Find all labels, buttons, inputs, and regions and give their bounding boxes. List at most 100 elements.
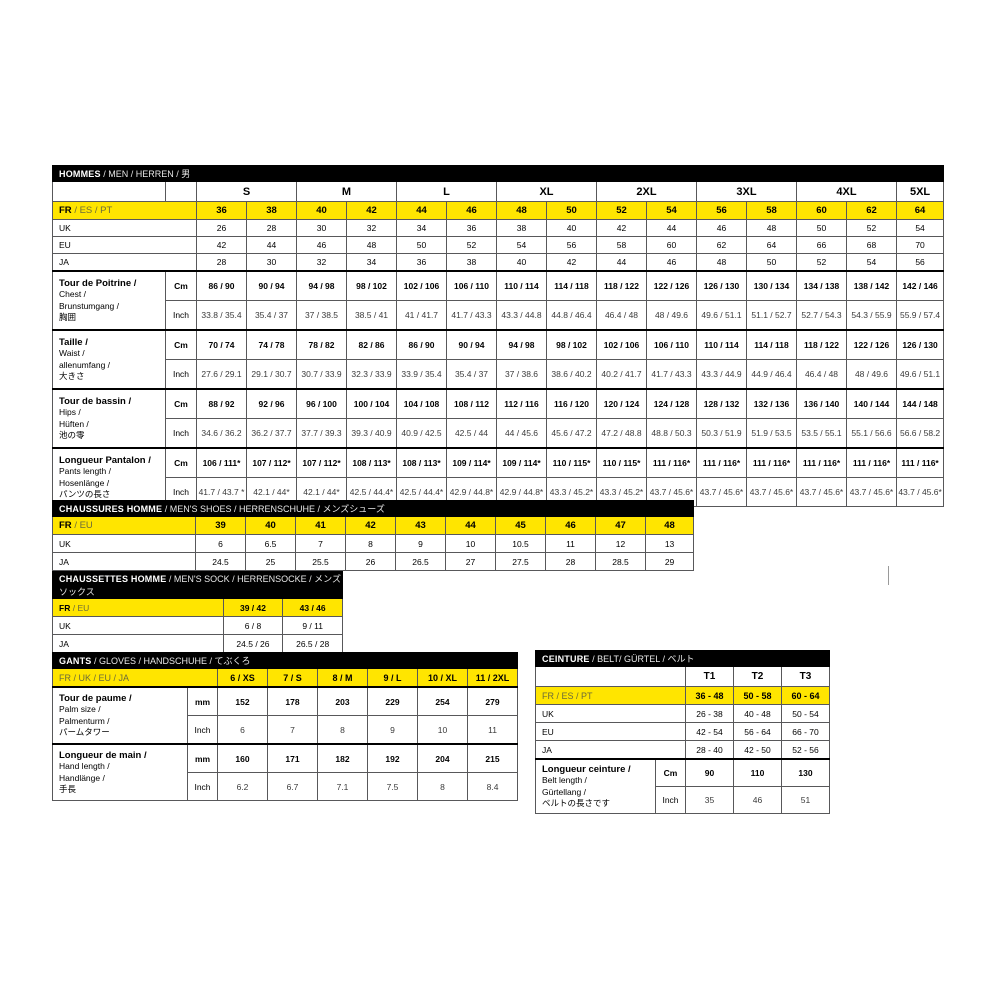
- cell: 45.6 / 47.2: [546, 418, 597, 449]
- belt-measurement-row-inch: Inch 35 46 51: [536, 786, 831, 814]
- cell: 43.7 / 45.6*: [895, 477, 945, 507]
- cell: 44: [646, 219, 697, 237]
- cell: 108 / 113*: [346, 447, 397, 478]
- cell: 26.5: [395, 552, 446, 571]
- cell: 94 / 98: [496, 329, 547, 360]
- cell: 203: [317, 686, 368, 716]
- cell: 9: [367, 715, 418, 745]
- belt-size-table: CEINTURE / BELT/ GÜRTEL / ベルト T1 T2 T3 F…: [534, 650, 831, 814]
- cell: 26: [345, 552, 396, 571]
- cell: 39 / 42: [222, 598, 284, 617]
- cell: 120 / 124: [596, 388, 647, 419]
- unit-inch: Inch: [655, 786, 686, 814]
- cell: 62: [696, 236, 747, 254]
- cell: 27.5: [495, 552, 546, 571]
- cell: 107 / 112*: [296, 447, 347, 478]
- cell: 229: [367, 686, 418, 716]
- cell: 10: [445, 534, 496, 553]
- cell: 58: [746, 201, 797, 220]
- cell: 74 / 78: [246, 329, 297, 360]
- gloves-size-table: GANTS / GLOVES / HANDSCHUHE / てぶくろ FR / …: [51, 652, 519, 801]
- cell: 52: [446, 236, 497, 254]
- unit-cm: Cm: [165, 447, 197, 478]
- cell: 44 / 45.6: [496, 418, 547, 449]
- cell: 43.7 / 45.6*: [696, 477, 747, 507]
- size-group-spacer-unit: [165, 181, 197, 202]
- cell: 9: [395, 534, 446, 553]
- cell: 55.9 / 57.4: [895, 300, 945, 331]
- cell: 38: [246, 201, 297, 220]
- cell: 48.8 / 50.3: [646, 418, 697, 449]
- gloves-measurement-row-mm: Longueur de main / Hand length / Handlänge…: [52, 743, 519, 801]
- cell: 54: [646, 201, 697, 220]
- cell: 32: [296, 253, 347, 272]
- cell: 136 / 140: [796, 388, 847, 419]
- unit-mm: mm: [187, 686, 218, 716]
- unit-inch: Inch: [187, 772, 218, 801]
- belt-row-label-ja: JA: [535, 740, 686, 760]
- cell: 35: [685, 786, 734, 814]
- unit-cm: Cm: [165, 388, 197, 419]
- cell: 36: [396, 253, 447, 272]
- cell: 9 / 11: [282, 616, 343, 635]
- stray-tick-mark: [888, 566, 889, 585]
- measurement-label: Tour de bassin / Hips / Hüften / 池の零: [52, 388, 166, 449]
- cell: 60: [796, 201, 847, 220]
- unit-inch: Inch: [165, 359, 197, 390]
- cell: 124 / 128: [646, 388, 697, 419]
- cell: 27: [445, 552, 496, 571]
- mens-table-header-bar: HOMMES / MEN / HERREN / 男: [51, 165, 945, 182]
- cell: 94 / 98: [296, 270, 347, 301]
- belt-row-label-uk: UK: [535, 704, 686, 723]
- measurement-label: Tour de paume / Palm size / Palmenturm / パー…: [52, 686, 188, 745]
- gloves-header-label: GANTS / GLOVES / HANDSCHUHE / てぶくろ: [51, 652, 519, 669]
- cell: 48: [496, 201, 547, 220]
- cell: 40: [245, 516, 296, 535]
- belt-header-bar: CEINTURE / BELT/ GÜRTEL / ベルト: [534, 650, 831, 667]
- cell: 39: [195, 516, 246, 535]
- cell: 33.8 / 35.4: [196, 300, 247, 331]
- cell: 32: [346, 219, 397, 237]
- cell: 37 / 38.5: [296, 300, 347, 331]
- cell: 114 / 118: [546, 270, 597, 301]
- cell: 50: [746, 253, 797, 272]
- cell: 6 / 8: [222, 616, 284, 635]
- cell: 52 - 56: [780, 740, 831, 760]
- size-group-4xl: 4XL: [796, 181, 897, 202]
- cell: 42: [596, 219, 647, 237]
- cell: 64: [746, 236, 797, 254]
- size-group-2xl: 2XL: [596, 181, 697, 202]
- cell: 54.3 / 55.9: [846, 300, 897, 331]
- cell: 6.2: [217, 772, 268, 801]
- cell: 142 / 146: [895, 270, 945, 301]
- cell: 132 / 136: [746, 388, 797, 419]
- cell: 49.6 / 51.1: [895, 359, 945, 390]
- cell: 204: [417, 743, 468, 773]
- mens-size-group-row: S M L XL 2XL 3XL 4XL 5XL: [52, 181, 945, 202]
- unit-inch: Inch: [187, 715, 218, 745]
- mens-measurement-row-inch: Inch 34.6 / 36.2 36.2 / 37.7 37.7 / 39.3 39.…: [53, 418, 945, 449]
- cell: 106 / 110: [446, 270, 497, 301]
- mens-row-label-uk: UK: [52, 219, 197, 237]
- size-group-spacer: [52, 181, 166, 202]
- cell: 40 - 48: [733, 704, 782, 723]
- shoes-row-ja: JA 24.5 25 25.5 26 26.5 27 27.5 28 28.5 …: [52, 552, 695, 571]
- mens-measurement-row-cm: Longueur Pantalon / Pants length / Hosenlä…: [52, 447, 945, 507]
- gloves-measurement-row-inch: Inch 6 7 8 9 10 11: [53, 715, 519, 745]
- cell: 28: [196, 253, 247, 272]
- cell: 26 - 38: [685, 704, 734, 723]
- cell: 7: [267, 715, 318, 745]
- cell: 138 / 142: [846, 270, 897, 301]
- cell: 27.6 / 29.1: [196, 359, 247, 390]
- socks-row-fr-eu: FR / EU 39 / 42 43 / 46: [52, 598, 343, 617]
- cell: 111 / 116*: [895, 447, 945, 478]
- cell: 50: [396, 236, 447, 254]
- cell: 58: [596, 236, 647, 254]
- cell: 30: [246, 253, 297, 272]
- cell: 42: [546, 253, 597, 272]
- cell: 8 / M: [317, 668, 368, 688]
- cell: 107 / 112*: [246, 447, 297, 478]
- cell: 144 / 148: [895, 388, 945, 419]
- cell: 118 / 122: [596, 270, 647, 301]
- size-group-5xl: 5XL: [895, 181, 945, 202]
